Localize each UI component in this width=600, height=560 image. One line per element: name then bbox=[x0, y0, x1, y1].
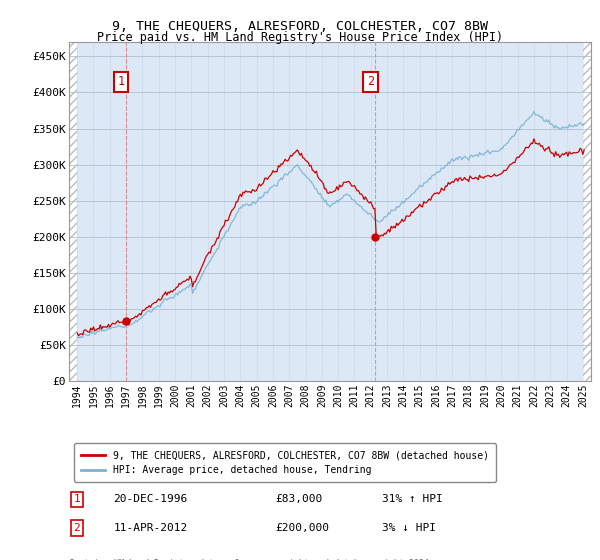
Legend: 9, THE CHEQUERS, ALRESFORD, COLCHESTER, CO7 8BW (detached house), HPI: Average p: 9, THE CHEQUERS, ALRESFORD, COLCHESTER, … bbox=[74, 444, 496, 482]
Text: 9, THE CHEQUERS, ALRESFORD, COLCHESTER, CO7 8BW: 9, THE CHEQUERS, ALRESFORD, COLCHESTER, … bbox=[112, 20, 488, 32]
Text: 11-APR-2012: 11-APR-2012 bbox=[113, 523, 188, 533]
Text: 20-DEC-1996: 20-DEC-1996 bbox=[113, 494, 188, 505]
Text: Price paid vs. HM Land Registry's House Price Index (HPI): Price paid vs. HM Land Registry's House … bbox=[97, 31, 503, 44]
Text: 1: 1 bbox=[117, 75, 124, 88]
Text: 1: 1 bbox=[73, 494, 80, 505]
Polygon shape bbox=[583, 42, 591, 381]
Text: 31% ↑ HPI: 31% ↑ HPI bbox=[382, 494, 443, 505]
Text: Contains HM Land Registry data © Crown copyright and database right 2024.
This d: Contains HM Land Registry data © Crown c… bbox=[69, 559, 434, 560]
Text: £83,000: £83,000 bbox=[275, 494, 322, 505]
Text: 2: 2 bbox=[367, 75, 374, 88]
Text: £200,000: £200,000 bbox=[275, 523, 329, 533]
Text: 2: 2 bbox=[73, 523, 80, 533]
Polygon shape bbox=[69, 42, 77, 381]
Text: 3% ↓ HPI: 3% ↓ HPI bbox=[382, 523, 436, 533]
